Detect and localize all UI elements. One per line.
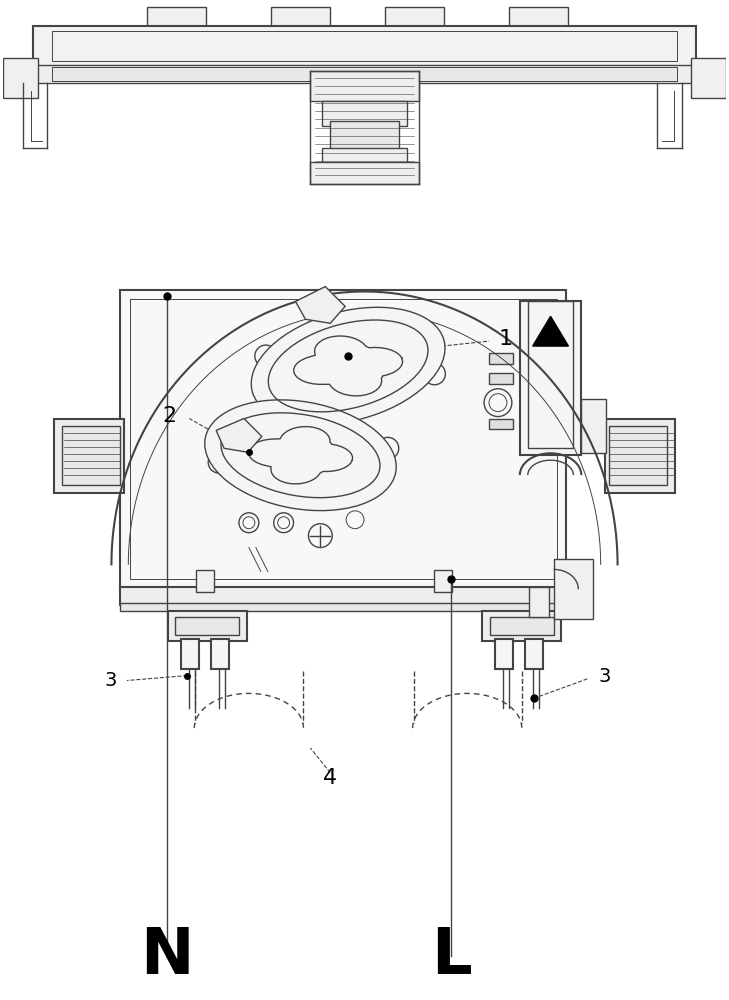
Bar [52, 67, 677, 81]
Bar [528, 301, 574, 448]
Text: N: N [140, 925, 193, 987]
Ellipse shape [252, 307, 445, 425]
Bar [489, 373, 513, 384]
Text: 2: 2 [163, 406, 176, 426]
Polygon shape [216, 419, 262, 452]
Text: 3: 3 [599, 667, 611, 686]
Bar [62, 426, 120, 485]
Bar [609, 426, 667, 485]
Text: L: L [431, 925, 472, 987]
Text: 1: 1 [499, 329, 513, 349]
Bar [168, 611, 247, 641]
Bar [311, 162, 418, 184]
Bar [385, 7, 445, 29]
Bar [196, 570, 214, 592]
Bar [529, 587, 549, 617]
Bar [120, 587, 566, 605]
Bar [55, 419, 124, 493]
Bar [509, 7, 569, 29]
Bar [553, 559, 593, 619]
Bar [330, 121, 399, 151]
Bar [520, 301, 581, 455]
Bar [52, 31, 677, 61]
Bar [120, 290, 566, 589]
Text: 4: 4 [323, 768, 338, 788]
Bar [182, 639, 199, 669]
Bar [495, 639, 513, 669]
Bar [605, 419, 674, 493]
Bar [311, 71, 418, 101]
Bar [33, 26, 696, 67]
Bar [692, 58, 726, 98]
Bar [130, 299, 556, 579]
Bar [489, 353, 513, 364]
Bar [147, 7, 206, 29]
Bar [322, 101, 407, 126]
Polygon shape [533, 316, 569, 346]
Bar [489, 419, 513, 429]
Bar [490, 617, 553, 635]
Bar [211, 639, 229, 669]
Bar [176, 617, 239, 635]
Polygon shape [295, 287, 345, 323]
Bar [33, 65, 696, 83]
Bar [525, 639, 542, 669]
Text: 3: 3 [104, 671, 117, 690]
Bar [434, 570, 452, 592]
Ellipse shape [205, 400, 397, 511]
Bar [482, 611, 561, 641]
Bar [3, 58, 37, 98]
Bar [270, 7, 330, 29]
Bar [120, 603, 566, 611]
Bar [322, 148, 407, 165]
Bar [581, 399, 606, 453]
